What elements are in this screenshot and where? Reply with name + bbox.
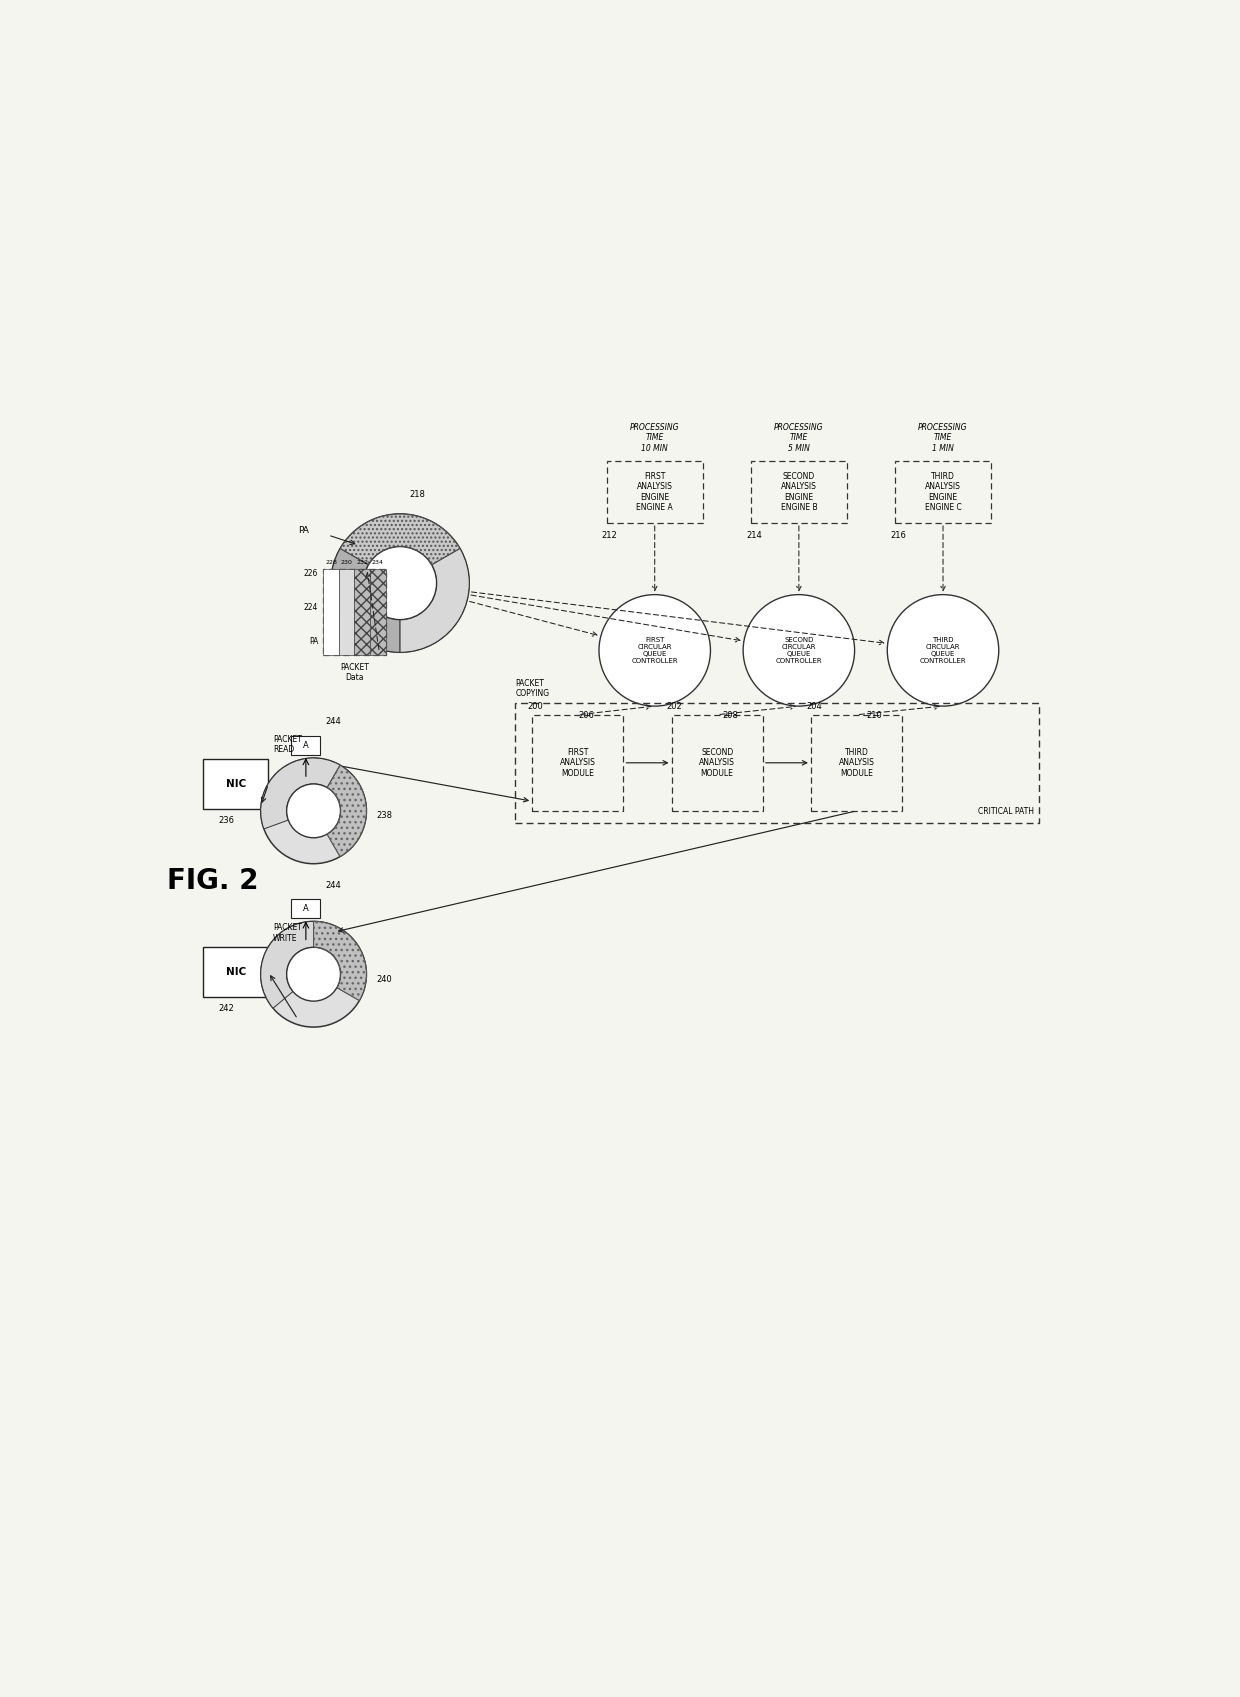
Bar xyxy=(672,714,763,811)
Text: PA: PA xyxy=(299,526,310,535)
Text: 206: 206 xyxy=(578,711,594,720)
Bar xyxy=(606,460,703,523)
Text: 216: 216 xyxy=(890,531,906,540)
Text: 242: 242 xyxy=(218,1005,234,1013)
Bar xyxy=(203,947,268,998)
Text: PROCESSING
TIME
5 MIN: PROCESSING TIME 5 MIN xyxy=(774,423,823,453)
Text: FIG. 2: FIG. 2 xyxy=(167,867,258,894)
Text: PACKET
READ: PACKET READ xyxy=(273,735,303,753)
Bar xyxy=(291,736,320,755)
Text: PROCESSING
TIME
1 MIN: PROCESSING TIME 1 MIN xyxy=(919,423,967,453)
Text: SECOND
CIRCULAR
QUEUE
CONTROLLER: SECOND CIRCULAR QUEUE CONTROLLER xyxy=(775,636,822,664)
Text: 234: 234 xyxy=(372,560,384,565)
Bar xyxy=(291,899,320,918)
Text: FIRST
ANALYSIS
ENGINE
ENGINE A: FIRST ANALYSIS ENGINE ENGINE A xyxy=(636,472,673,512)
Text: 238: 238 xyxy=(376,811,392,820)
Bar xyxy=(355,568,370,655)
Text: PACKET
WRITE: PACKET WRITE xyxy=(273,923,303,942)
Text: A: A xyxy=(303,905,309,913)
Text: 214: 214 xyxy=(746,531,761,540)
Bar xyxy=(324,568,386,655)
Circle shape xyxy=(363,546,436,619)
Text: 228: 228 xyxy=(325,560,337,565)
Text: 202: 202 xyxy=(667,703,682,711)
Circle shape xyxy=(260,921,367,1027)
Wedge shape xyxy=(327,765,367,857)
Wedge shape xyxy=(340,514,460,565)
Bar xyxy=(516,703,1039,823)
Text: THIRD
ANALYSIS
ENGINE
ENGINE C: THIRD ANALYSIS ENGINE ENGINE C xyxy=(925,472,961,512)
Text: 232: 232 xyxy=(356,560,368,565)
Wedge shape xyxy=(401,548,469,652)
Bar xyxy=(811,714,903,811)
Circle shape xyxy=(888,594,998,706)
Text: 230: 230 xyxy=(341,560,352,565)
Text: 210: 210 xyxy=(867,711,883,720)
Circle shape xyxy=(260,759,367,864)
Circle shape xyxy=(331,514,469,652)
Text: FIRST
CIRCULAR
QUEUE
CONTROLLER: FIRST CIRCULAR QUEUE CONTROLLER xyxy=(631,636,678,664)
Bar xyxy=(339,568,355,655)
Bar xyxy=(532,714,624,811)
Text: NIC: NIC xyxy=(226,967,246,977)
Bar xyxy=(324,568,339,655)
Text: 236: 236 xyxy=(218,816,234,825)
Text: PROCESSING
TIME
10 MIN: PROCESSING TIME 10 MIN xyxy=(630,423,680,453)
Text: THIRD
ANALYSIS
MODULE: THIRD ANALYSIS MODULE xyxy=(838,748,874,777)
Text: A: A xyxy=(303,742,309,750)
Text: 240: 240 xyxy=(376,974,392,984)
Text: 200: 200 xyxy=(527,703,543,711)
Text: PACKET
Data: PACKET Data xyxy=(340,664,368,682)
Text: 224: 224 xyxy=(304,602,319,613)
Text: CRITICAL PATH: CRITICAL PATH xyxy=(978,806,1034,816)
Text: 218: 218 xyxy=(409,490,425,499)
Bar xyxy=(895,460,991,523)
Circle shape xyxy=(743,594,854,706)
Text: 244: 244 xyxy=(325,718,341,726)
Text: 208: 208 xyxy=(723,711,738,720)
Wedge shape xyxy=(260,921,314,1008)
Wedge shape xyxy=(314,921,367,1001)
Text: PACKET
COPYING: PACKET COPYING xyxy=(516,679,549,699)
Text: 204: 204 xyxy=(806,703,822,711)
Circle shape xyxy=(286,784,341,838)
Bar xyxy=(370,568,386,655)
Text: THIRD
CIRCULAR
QUEUE
CONTROLLER: THIRD CIRCULAR QUEUE CONTROLLER xyxy=(920,636,966,664)
Text: 244: 244 xyxy=(325,881,341,889)
Text: SECOND
ANALYSIS
ENGINE
ENGINE B: SECOND ANALYSIS ENGINE ENGINE B xyxy=(780,472,817,512)
Circle shape xyxy=(286,947,341,1001)
Text: NIC: NIC xyxy=(226,779,246,789)
Text: SECOND
ANALYSIS
MODULE: SECOND ANALYSIS MODULE xyxy=(699,748,735,777)
Wedge shape xyxy=(260,759,340,828)
Bar xyxy=(203,759,268,809)
Text: PA: PA xyxy=(309,636,319,645)
Text: 212: 212 xyxy=(601,531,618,540)
Wedge shape xyxy=(331,548,401,652)
Text: FIRST
ANALYSIS
MODULE: FIRST ANALYSIS MODULE xyxy=(560,748,595,777)
Circle shape xyxy=(599,594,711,706)
Text: 226: 226 xyxy=(304,568,319,577)
Bar xyxy=(751,460,847,523)
